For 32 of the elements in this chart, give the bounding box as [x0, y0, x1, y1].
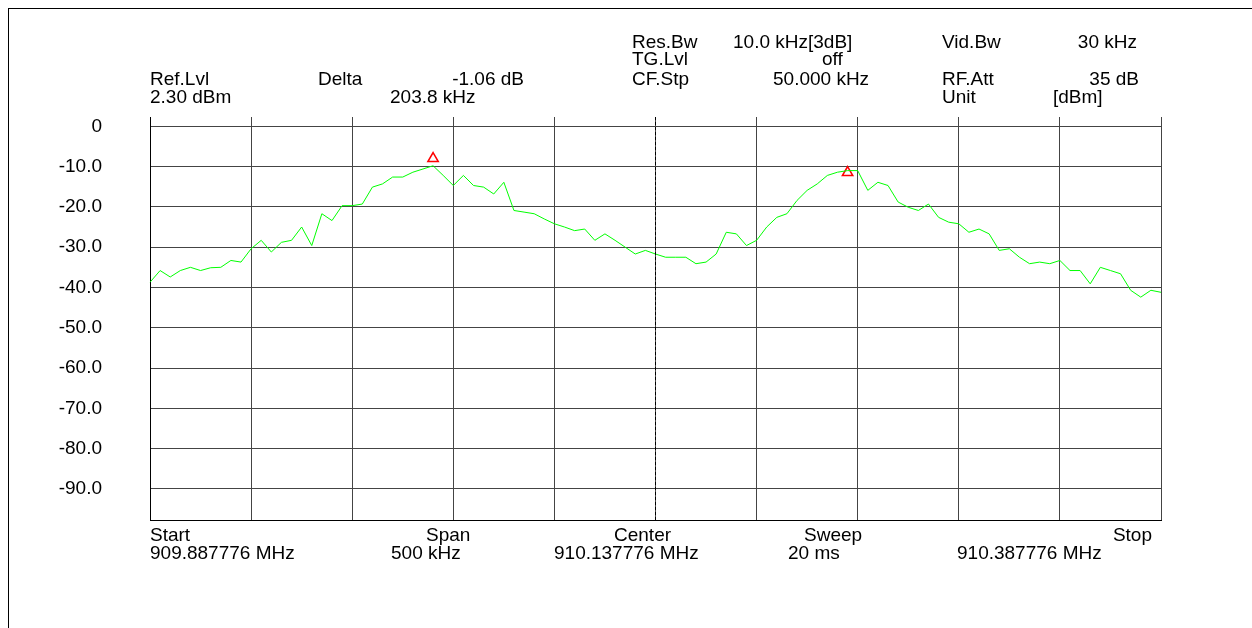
text: Ref.Lvl — [150, 68, 210, 89]
text: 910.387776 MHz — [957, 542, 1102, 563]
text: Span — [426, 524, 471, 545]
text: Unit — [942, 86, 976, 107]
y-tick-label: -70.0 — [58, 396, 102, 418]
y-tick-label: 0 — [91, 114, 102, 136]
y-tick-label: -90.0 — [58, 477, 102, 499]
y-tick-label: -10.0 — [58, 154, 102, 176]
y-tick-label: -60.0 — [58, 356, 102, 378]
y-tick-label: -50.0 — [58, 316, 102, 337]
text: Stop — [1112, 524, 1152, 545]
text: Sweep — [804, 524, 863, 545]
text: 910.137776 MHz — [554, 542, 699, 563]
text: 20 ms — [788, 542, 840, 563]
y-tick-label: -40.0 — [58, 275, 102, 297]
text: -1.06 dB — [452, 68, 524, 89]
text: Start — [150, 524, 191, 545]
text: Delta — [318, 68, 363, 89]
y-tick-label: -30.0 — [58, 235, 102, 257]
text: 2.30 dBm — [150, 86, 232, 107]
y-tick-label: -80.0 — [58, 436, 102, 458]
text: 203.8 kHz — [390, 86, 476, 107]
y-tick-label: -20.0 — [58, 195, 102, 217]
text: Center — [614, 524, 672, 545]
text: Vid.Bw — [942, 31, 1001, 52]
text: [dBm] — [1053, 86, 1103, 107]
text: CF.Stp — [632, 68, 690, 89]
text: RF.Att — [942, 68, 994, 89]
text: 909.887776 MHz — [150, 542, 295, 563]
text: 50.000 kHz — [773, 68, 870, 89]
text: 35 dB — [1089, 68, 1139, 89]
text: 30 kHz — [1077, 31, 1137, 52]
